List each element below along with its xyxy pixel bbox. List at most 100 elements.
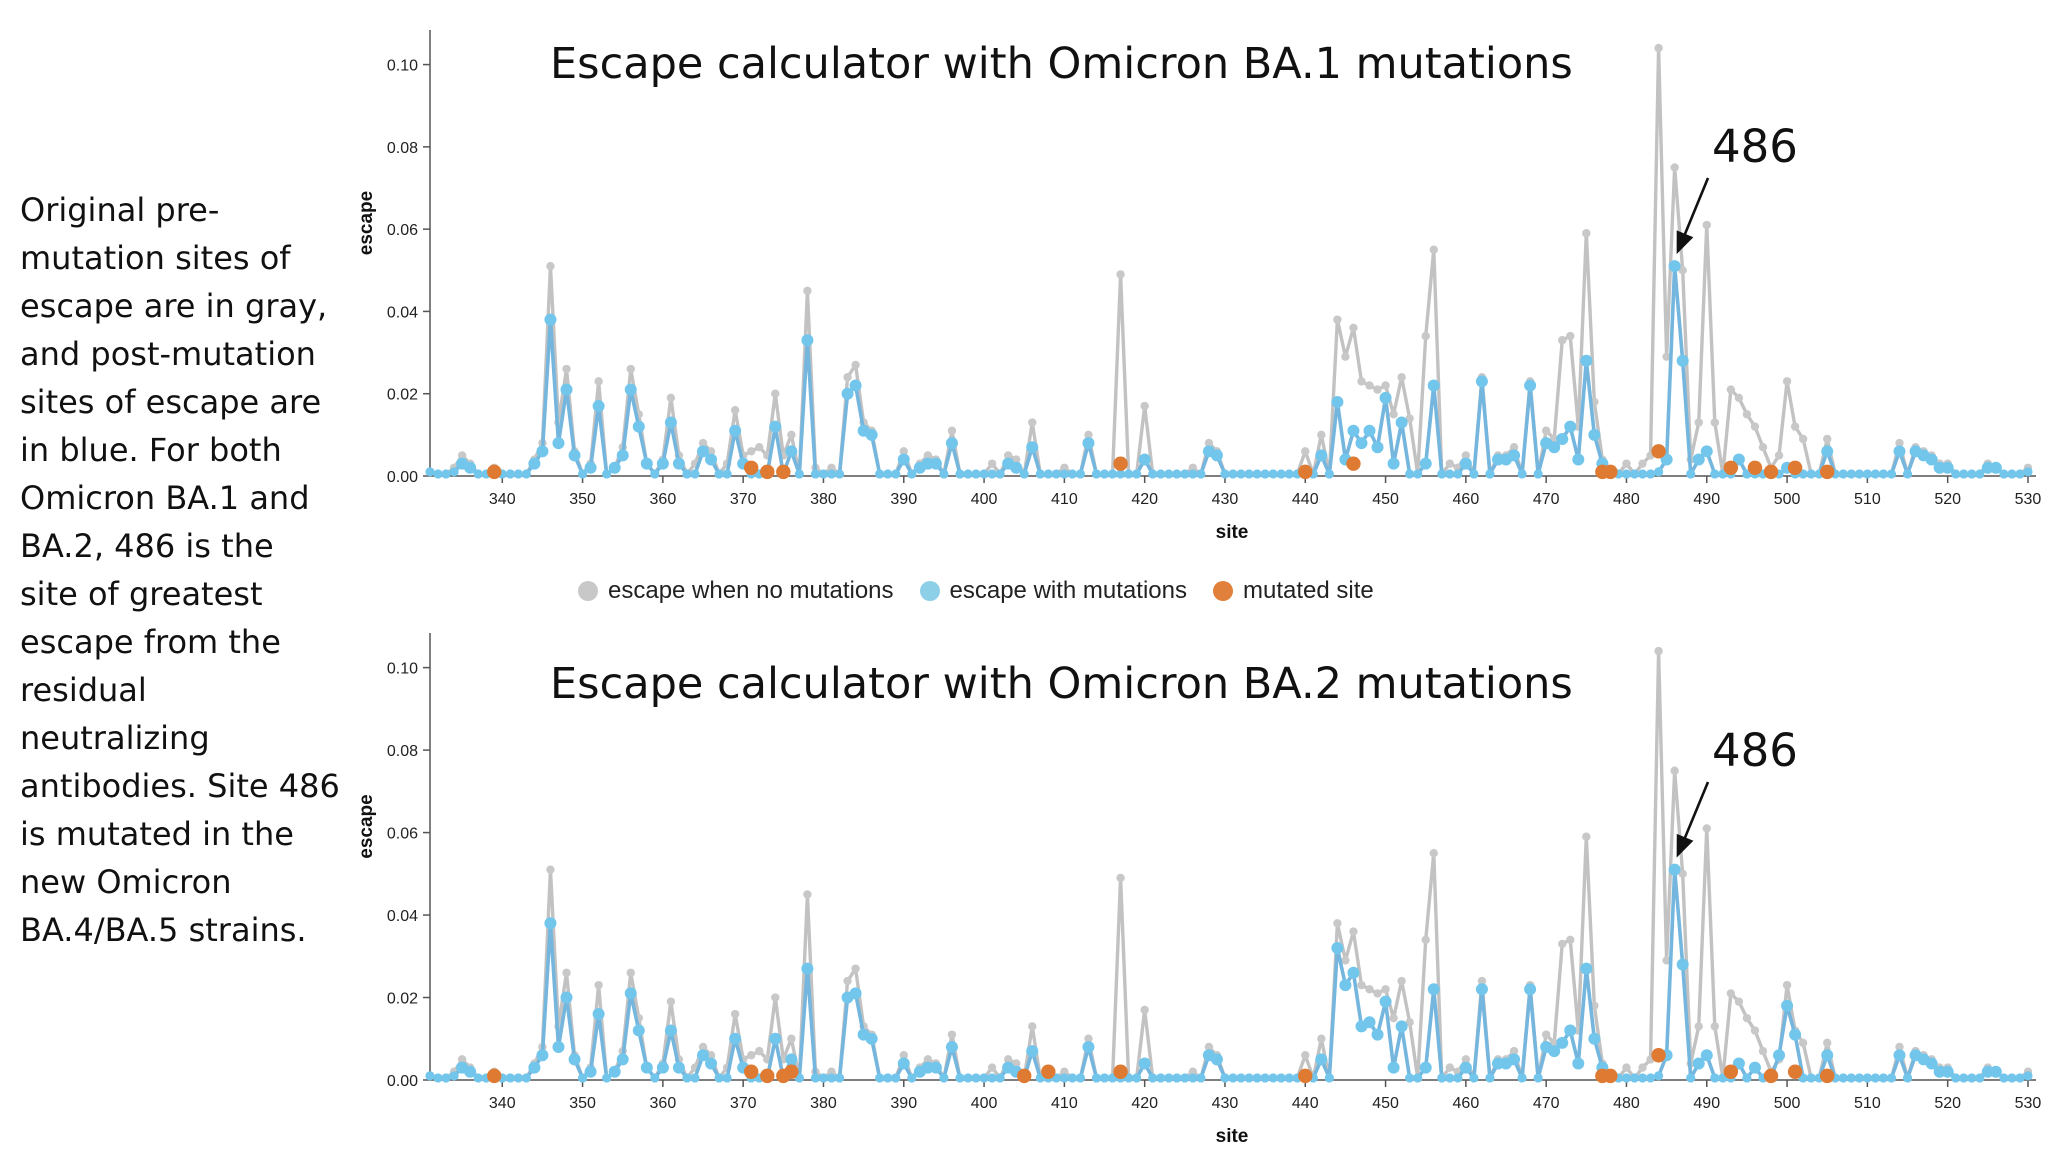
y-tick-label: 0.00: [387, 1073, 418, 1090]
point-with-mutations: [897, 1057, 910, 1070]
point-with-mutations: [1975, 469, 1985, 479]
x-tick-label: 410: [1051, 491, 1078, 508]
point-with-mutations: [1660, 453, 1673, 466]
point-with-mutations: [425, 467, 435, 477]
point-with-mutations: [875, 469, 885, 479]
point-with-mutations: [433, 469, 443, 479]
point-with-mutations: [682, 1073, 692, 1083]
point-no-mutations: [698, 438, 708, 448]
point-with-mutations: [672, 457, 685, 470]
x-tick-label: 470: [1533, 1095, 1560, 1112]
point-no-mutations: [1333, 315, 1342, 324]
point-with-mutations: [891, 469, 901, 479]
point-no-mutations: [1726, 385, 1736, 394]
point-no-mutations: [1389, 1013, 1398, 1023]
point-with-mutations: [945, 1041, 958, 1054]
point-with-mutations: [2015, 1073, 2025, 1083]
x-axis-label: site: [1216, 1126, 1249, 1147]
point-with-mutations: [1148, 1073, 1158, 1083]
point-no-mutations: [1895, 438, 1904, 448]
x-tick-label: 340: [489, 491, 516, 508]
point-with-mutations: [1710, 1073, 1720, 1083]
point-no-mutations: [1662, 352, 1671, 361]
point-with-mutations: [1413, 1073, 1423, 1083]
point-with-mutations: [834, 469, 845, 479]
point-with-mutations: [1967, 1073, 1977, 1083]
point-with-mutations: [1026, 1045, 1039, 1058]
point-with-mutations: [979, 1073, 989, 1083]
point-with-mutations: [1886, 469, 1897, 479]
point-with-mutations: [1244, 1073, 1254, 1083]
point-no-mutations: [562, 968, 571, 977]
point-with-mutations: [1821, 445, 1834, 458]
x-tick-label: 340: [489, 1095, 516, 1112]
point-with-mutations: [544, 917, 557, 930]
legend-item-with-mutations: escape with mutations: [919, 577, 1187, 605]
point-with-mutations: [1692, 1057, 1705, 1070]
x-tick-label: 450: [1372, 491, 1399, 508]
point-no-mutations: [1782, 377, 1792, 386]
point-with-mutations: [729, 1032, 742, 1045]
point-with-mutations: [616, 1053, 629, 1066]
legend-item-mutated-site: mutated site: [1212, 577, 1374, 605]
point-with-mutations: [1228, 469, 1238, 479]
point-with-mutations: [2015, 469, 2025, 479]
point-with-mutations: [1572, 1057, 1585, 1070]
point-with-mutations: [1967, 469, 1977, 479]
point-with-mutations: [577, 1073, 588, 1083]
point-with-mutations: [1347, 424, 1360, 437]
point-with-mutations: [907, 469, 917, 479]
point-no-mutations: [1734, 997, 1744, 1006]
point-with-mutations: [1387, 1061, 1400, 1074]
point-with-mutations: [624, 383, 637, 396]
point-with-mutations: [1959, 1073, 1969, 1083]
point-with-mutations: [1427, 983, 1440, 996]
x-tick-label: 530: [2015, 1095, 2042, 1112]
point-with-mutations: [785, 445, 798, 458]
point-no-mutations: [698, 1042, 708, 1052]
point-no-mutations: [1678, 266, 1687, 275]
point-no-mutations: [1429, 848, 1438, 858]
point-no-mutations: [1638, 1063, 1647, 1072]
point-with-mutations: [1925, 1057, 1938, 1070]
point-with-mutations: [584, 1065, 597, 1078]
point-with-mutations: [473, 1073, 483, 1083]
point-no-mutations: [1758, 443, 1768, 452]
point-with-mutations: [1427, 379, 1440, 392]
x-tick-label: 480: [1613, 491, 1640, 508]
point-with-mutations: [1196, 469, 1206, 479]
point-with-mutations: [632, 420, 645, 433]
point-with-mutations: [1445, 1073, 1455, 1083]
point-no-mutations: [1421, 331, 1430, 341]
point-with-mutations: [1517, 469, 1527, 479]
point-with-mutations: [584, 461, 597, 474]
point-with-mutations: [1572, 453, 1585, 466]
point-with-mutations: [1893, 1049, 1906, 1062]
point-with-mutations: [1564, 1024, 1577, 1037]
point-no-mutations: [1461, 1055, 1471, 1064]
point-with-mutations: [1846, 1073, 1856, 1083]
point-no-mutations: [899, 1051, 908, 1060]
point-with-mutations: [656, 457, 669, 470]
point-no-mutations: [1373, 385, 1382, 394]
point-no-mutations: [1509, 1046, 1519, 1056]
point-no-mutations: [626, 968, 635, 977]
point-no-mutations: [899, 447, 908, 456]
legend-item-no-mutations: escape when no mutations: [578, 577, 894, 605]
point-with-mutations: [939, 469, 949, 479]
point-no-mutations: [1694, 418, 1703, 427]
point-with-mutations: [1588, 1032, 1601, 1045]
point-mutated-site: [1723, 1064, 1739, 1079]
point-no-mutations: [1678, 869, 1687, 879]
point-with-mutations: [1276, 1073, 1286, 1083]
point-with-mutations: [883, 1073, 893, 1083]
point-no-mutations: [771, 389, 780, 398]
legend-swatch-gray: [578, 581, 598, 601]
point-with-mutations: [544, 313, 557, 326]
point-with-mutations: [1315, 449, 1328, 462]
point-with-mutations: [513, 1073, 523, 1083]
point-with-mutations: [552, 437, 565, 450]
point-with-mutations: [536, 445, 549, 458]
point-with-mutations: [955, 469, 965, 479]
